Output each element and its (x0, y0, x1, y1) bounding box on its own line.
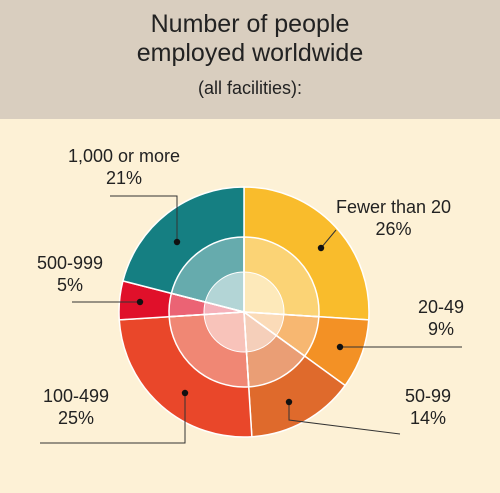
center-disc-fewer-than-20 (243, 271, 285, 316)
value-label: 9% (428, 319, 455, 339)
center-disc-1000-or-more (204, 271, 245, 313)
category-label: Fewer than 20 (336, 197, 452, 217)
value-label: 26% (375, 219, 412, 239)
title-line-1: Number of people (150, 10, 350, 38)
chart-title: Number of people employed worldwide (0, 10, 500, 68)
category-label: 20-49 (418, 297, 465, 317)
leader-line-100-499 (40, 393, 186, 444)
leader-line-fewer-than-20 (320, 229, 337, 249)
category-label: 100-499 (43, 386, 110, 406)
label-500-999: 500-999 5% (37, 252, 103, 296)
leader-dot-50-99 (285, 398, 293, 406)
chart-subtitle: (all facilities): (197, 78, 303, 98)
leader-dot-fewer-than-20 (317, 244, 325, 252)
value-label: 5% (57, 275, 84, 295)
category-label: 1,000 or more (68, 146, 181, 166)
leader-line-50-99 (288, 402, 401, 435)
label-fewer-than-20: Fewer than 20 26% (336, 196, 451, 240)
category-label: 50-99 (405, 386, 452, 406)
value-label: 25% (58, 408, 95, 428)
title-banner: Number of people employed worldwide (all… (0, 0, 500, 119)
pie-slice-1000-or-more (122, 186, 245, 313)
label-1000-or-more: 1,000 or more 21% (68, 145, 180, 189)
label-50-99: 50-99 14% (405, 385, 451, 429)
leader-dot-500-999 (136, 298, 144, 306)
leader-line-1000-or-more (110, 195, 178, 242)
leader-dot-20-49 (336, 343, 344, 351)
category-label: 500-999 (37, 253, 104, 273)
label-100-499: 100-499 25% (43, 385, 109, 429)
label-20-49: 20-49 9% (418, 296, 464, 340)
value-label: 21% (106, 168, 143, 188)
title-line-2: employed worldwide (136, 39, 364, 67)
leader-dot-100-499 (181, 389, 189, 397)
leader-dot-1000-or-more (173, 238, 181, 246)
center-disc-100-499 (203, 311, 248, 353)
value-label: 14% (410, 408, 447, 428)
